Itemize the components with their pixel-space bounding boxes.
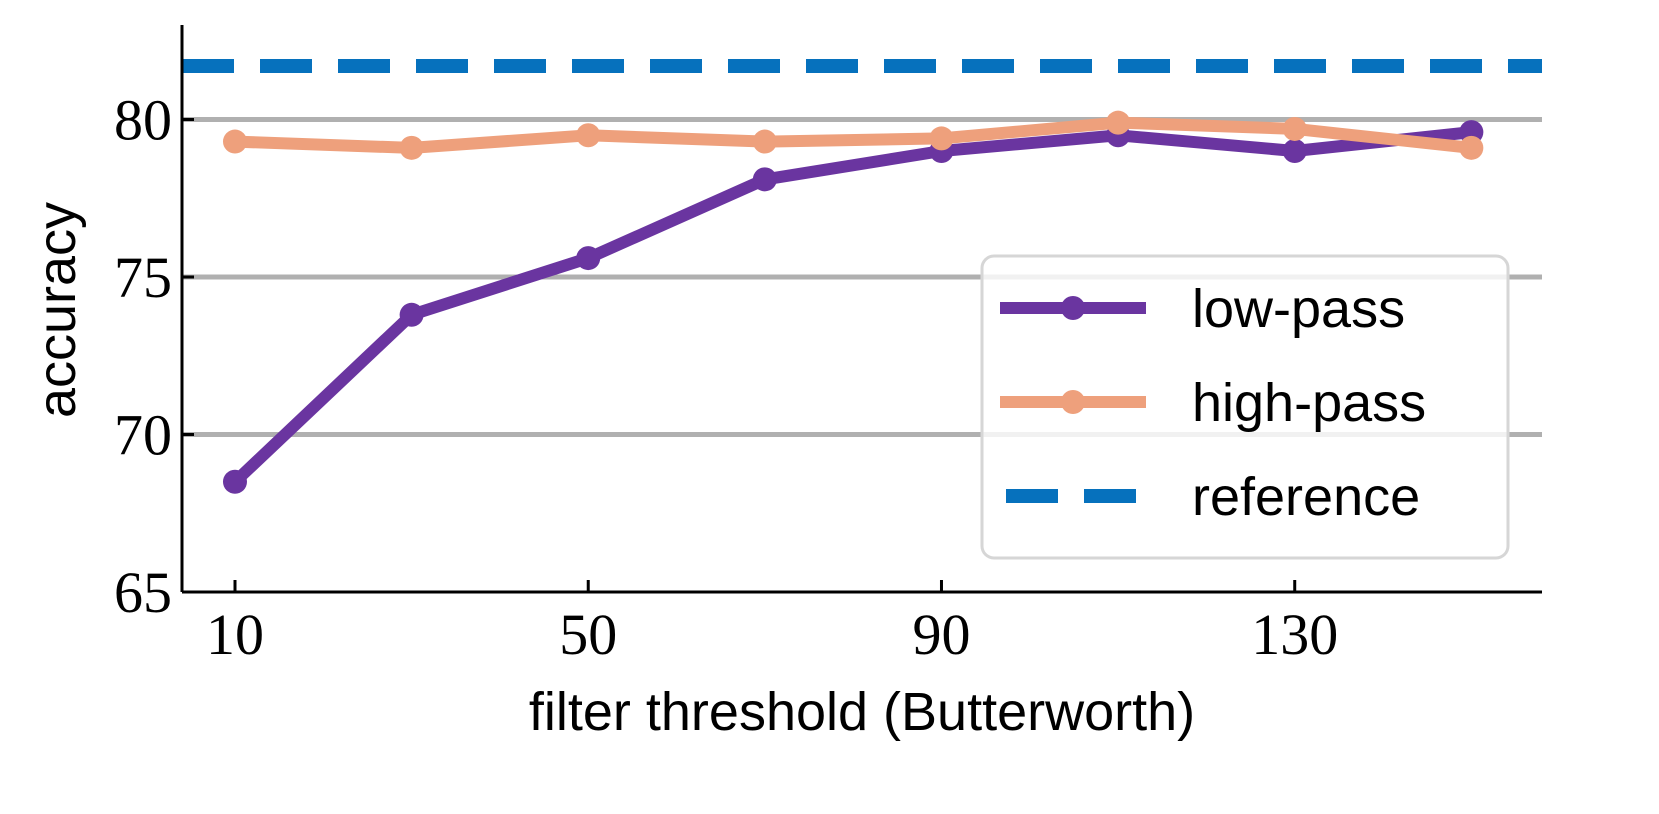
legend-reference-label: reference bbox=[1192, 467, 1420, 527]
high-pass-point-150 bbox=[1459, 135, 1484, 160]
legend: low-pass high-pass reference bbox=[980, 254, 1510, 560]
low-pass-point-30 bbox=[399, 302, 424, 327]
high-pass-point-130 bbox=[1282, 116, 1307, 141]
y-tick-label-70: 70 bbox=[114, 403, 172, 468]
high-pass-point-10 bbox=[222, 129, 247, 154]
legend-high-pass-marker bbox=[1061, 390, 1085, 414]
high-pass-point-30 bbox=[399, 135, 424, 160]
x-tick-label-50: 50 bbox=[559, 602, 617, 667]
legend-low-pass-marker bbox=[1061, 296, 1085, 320]
high-pass-point-50 bbox=[576, 123, 601, 148]
legend-box bbox=[980, 254, 1510, 560]
low-pass-line bbox=[229, 126, 1478, 488]
series-layer bbox=[222, 110, 1484, 494]
x-tick-label-90: 90 bbox=[912, 602, 970, 667]
low-pass-point-130 bbox=[1282, 139, 1307, 163]
high-pass-series bbox=[222, 110, 1484, 160]
low-pass-point-50 bbox=[576, 246, 601, 271]
x-tick-label-130: 130 bbox=[1251, 602, 1338, 667]
low-pass-point-10 bbox=[222, 469, 247, 494]
y-tick-label-75: 75 bbox=[114, 245, 172, 310]
x-axis-label: filter threshold (Butterworth) bbox=[529, 682, 1195, 742]
y-tick-label-65: 65 bbox=[114, 560, 172, 625]
legend-high-pass-label: high-pass bbox=[1192, 373, 1426, 433]
high-pass-point-70 bbox=[752, 129, 777, 154]
legend-low-pass-label: low-pass bbox=[1192, 279, 1405, 339]
axes bbox=[180, 25, 1542, 594]
high-pass-point-90 bbox=[929, 126, 954, 151]
y-tick-label-80: 80 bbox=[114, 88, 172, 153]
high-pass-line bbox=[229, 116, 1478, 154]
low-pass-point-70 bbox=[752, 167, 777, 192]
y-axis-label: accuracy bbox=[27, 202, 87, 418]
tick-labels: 65 70 75 80 10 50 90 130 bbox=[114, 88, 1338, 668]
x-tick-label-10: 10 bbox=[206, 602, 264, 667]
high-pass-point-110 bbox=[1106, 110, 1131, 135]
